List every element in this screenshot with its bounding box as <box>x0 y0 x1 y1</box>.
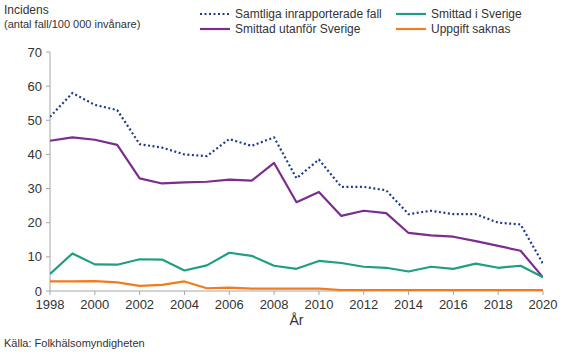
legend-swatch <box>396 13 426 15</box>
legend-swatch <box>396 28 426 30</box>
x-tick-label: 2006 <box>215 297 244 312</box>
y-tick <box>46 154 50 155</box>
chart-svg: 0102030405060701998200020022004200620082… <box>0 0 567 355</box>
y-tick <box>46 120 50 121</box>
y-tick-label: 50 <box>28 113 42 128</box>
legend-label: Smittad utanför Sverige <box>235 22 361 36</box>
y-tick <box>46 222 50 223</box>
x-tick-label: 2004 <box>170 297 199 312</box>
y-tick-label: 10 <box>28 249 42 264</box>
y-tick <box>46 188 50 189</box>
y-tick <box>46 256 50 257</box>
legend-label: Smittad i Sverige <box>431 7 522 21</box>
x-tick <box>363 291 364 295</box>
x-tick <box>229 291 230 295</box>
legend-label: Uppgift saknas <box>431 22 510 36</box>
x-tick <box>543 291 544 295</box>
y-axis-unit: (antal fall/100 000 invånare) <box>4 18 140 30</box>
x-tick <box>139 291 140 295</box>
legend-swatch <box>200 28 230 30</box>
x-tick-label: 2008 <box>260 297 289 312</box>
x-tick-label: 2014 <box>394 297 423 312</box>
series-line <box>50 93 543 264</box>
x-tick-label: 2020 <box>529 297 558 312</box>
x-tick-label: 1998 <box>36 297 65 312</box>
x-axis-label: År <box>290 312 304 328</box>
x-tick <box>184 291 185 295</box>
series-line <box>50 281 543 290</box>
x-tick-label: 2002 <box>125 297 154 312</box>
x-tick <box>318 291 319 295</box>
y-axis-label: Incidens <box>4 3 49 17</box>
x-tick-label: 2016 <box>439 297 468 312</box>
x-tick <box>498 291 499 295</box>
y-tick-label: 40 <box>28 147 42 162</box>
y-tick <box>46 86 50 87</box>
legend-label: Samtliga inrapporterade fall <box>235 7 382 21</box>
x-tick <box>94 291 95 295</box>
x-tick-label: 2018 <box>484 297 513 312</box>
source: Källa: Folkhälsomyndigheten <box>4 337 145 349</box>
x-tick <box>408 291 409 295</box>
x-tick-label: 2000 <box>80 297 109 312</box>
x-tick-label: 2012 <box>349 297 378 312</box>
y-tick-label: 60 <box>28 79 42 94</box>
x-tick <box>50 291 51 295</box>
x-tick <box>274 291 275 295</box>
y-tick-label: 20 <box>28 215 42 230</box>
plot-lines <box>50 93 543 290</box>
y-tick-label: 30 <box>28 181 42 196</box>
legend-swatch <box>200 13 230 15</box>
y-tick <box>46 291 50 292</box>
x-tick-label: 2010 <box>304 297 333 312</box>
series-line <box>50 253 543 278</box>
y-tick <box>46 52 50 53</box>
x-tick <box>453 291 454 295</box>
chart-container: 0102030405060701998200020022004200620082… <box>0 0 567 355</box>
series-line <box>50 137 543 277</box>
y-tick-label: 70 <box>28 45 42 60</box>
y-axis-line <box>50 52 51 291</box>
